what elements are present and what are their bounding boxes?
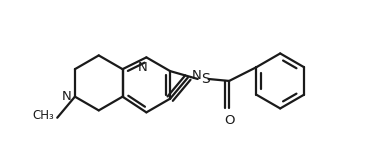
Text: S: S: [200, 72, 209, 86]
Text: N: N: [192, 69, 202, 82]
Text: N: N: [62, 90, 72, 103]
Text: CH₃: CH₃: [32, 109, 54, 122]
Text: N: N: [138, 61, 147, 74]
Text: O: O: [224, 114, 234, 127]
